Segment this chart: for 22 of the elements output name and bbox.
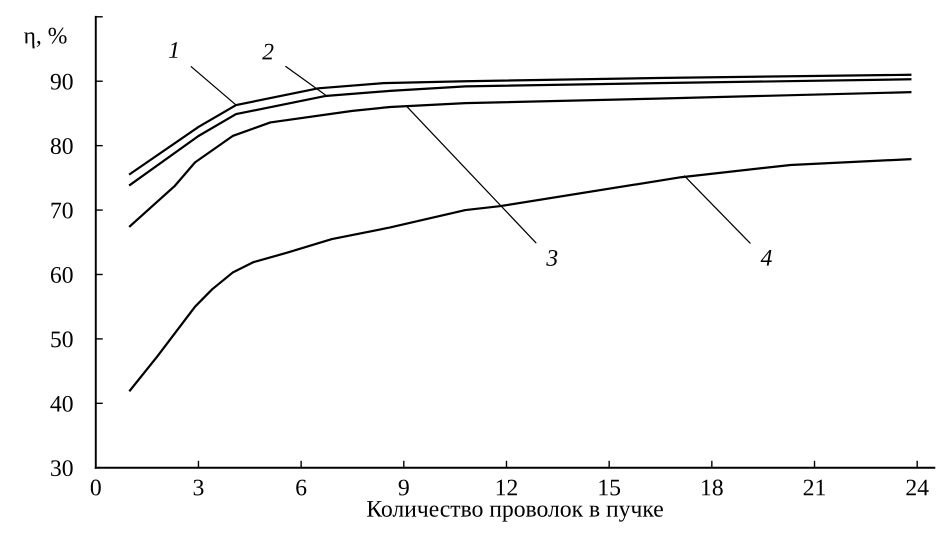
y-tick-label: 90: [50, 74, 73, 90]
annotation: 2: [262, 44, 274, 60]
x-tick-label: 0: [90, 480, 101, 496]
x-tick-label: 18: [702, 480, 723, 496]
y-axis-title: η, %: [24, 28, 67, 48]
x-tick-label: 21: [804, 480, 825, 496]
y-tick-label: 40: [50, 396, 73, 412]
annotation: 1: [169, 42, 178, 58]
annotation: 3: [546, 250, 558, 266]
x-tick-label: 3: [194, 480, 204, 496]
y-tick-label: 70: [52, 202, 73, 218]
annotation: 4: [760, 250, 772, 266]
x-axis-title: Количество проволок в пучке: [367, 501, 663, 522]
x-tick-label: 12: [496, 480, 517, 496]
y-tick-label: 80: [50, 138, 73, 154]
x-tick-label: 6: [296, 480, 306, 496]
y-tick-label: 50: [51, 331, 73, 348]
x-tick-label: 9: [398, 480, 409, 496]
y-tick-label: 60: [50, 266, 73, 283]
x-tick-label: 15: [599, 480, 620, 496]
y-tick-label: 30: [51, 460, 73, 476]
x-tick-label: 24: [906, 480, 929, 496]
